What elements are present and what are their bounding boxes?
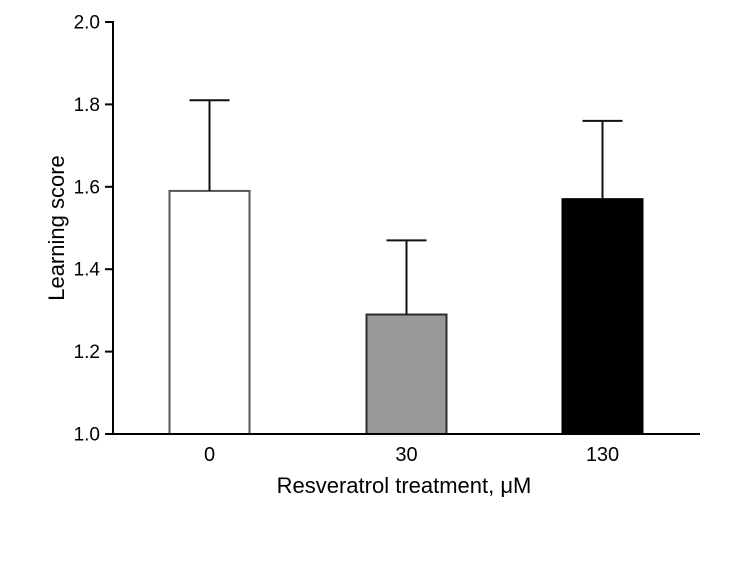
y-tick-label: 1.6: [74, 177, 100, 198]
bar-category-0: [168, 189, 251, 435]
y-tick-label: 1.2: [74, 342, 100, 363]
y-tick-label: 1.8: [74, 95, 100, 116]
bar-category-130: [561, 198, 644, 435]
x-category-label: 130: [586, 444, 619, 466]
x-category-label: 30: [395, 444, 417, 466]
bar-category-30: [365, 313, 448, 435]
y-tick-label: 2.0: [74, 12, 100, 33]
y-tick-label: 1.4: [74, 260, 101, 281]
y-tick-label: 1.0: [74, 424, 100, 445]
x-axis-title: Resveratrol treatment, μM: [276, 473, 532, 498]
y-axis-title: Learning score: [44, 155, 69, 301]
x-category-label: 0: [204, 444, 215, 466]
